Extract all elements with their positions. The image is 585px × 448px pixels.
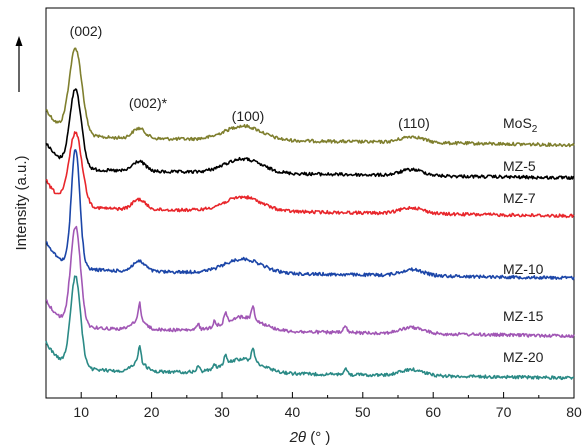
peak-annotation: (100): [232, 108, 265, 124]
series-label: MZ-15: [503, 308, 544, 324]
x-tick-label: 80: [566, 404, 582, 420]
series-label: MZ-7: [503, 190, 536, 206]
series-labels: MoS2 MZ-5 MZ-7 MZ-10 MZ-15 MZ-20: [503, 115, 544, 365]
x-tick-label: 40: [285, 404, 301, 420]
x-tick-label: 20: [144, 404, 160, 420]
x-ticks: 10 20 30 40 50 60 70 80: [73, 392, 582, 420]
series-label: MoS2: [503, 115, 538, 135]
series-line-mz-10: [45, 149, 575, 281]
series-line-mz-20: [45, 275, 575, 381]
x-tick-label: 70: [496, 404, 512, 420]
peak-annotation: (002)*: [129, 95, 168, 111]
plot-frame: [45, 7, 575, 399]
series-line-mz-5: [45, 88, 575, 180]
x-tick-label: 50: [355, 404, 371, 420]
series-label: MZ-5: [503, 158, 536, 174]
peak-annotation: (002): [70, 23, 103, 39]
series-layer: [45, 47, 575, 381]
x-tick-label: 60: [425, 404, 441, 420]
peak-annotations: (002) (002)* (100) (110): [70, 23, 430, 131]
x-tick-label: 30: [214, 404, 230, 420]
series-label: MZ-10: [503, 261, 544, 277]
peak-annotation: (110): [398, 115, 430, 131]
y-axis-title: Intensity (a.u.): [13, 155, 30, 250]
series-label: MZ-20: [503, 349, 544, 365]
x-tick-label: 10: [73, 404, 89, 420]
x-axis-title: 2θ (° ): [289, 429, 331, 446]
series-line-mz-15: [45, 225, 575, 339]
series-line-mos2: [45, 47, 575, 148]
series-line-mz-7: [45, 131, 575, 219]
intensity-arrow-icon: [15, 36, 23, 92]
